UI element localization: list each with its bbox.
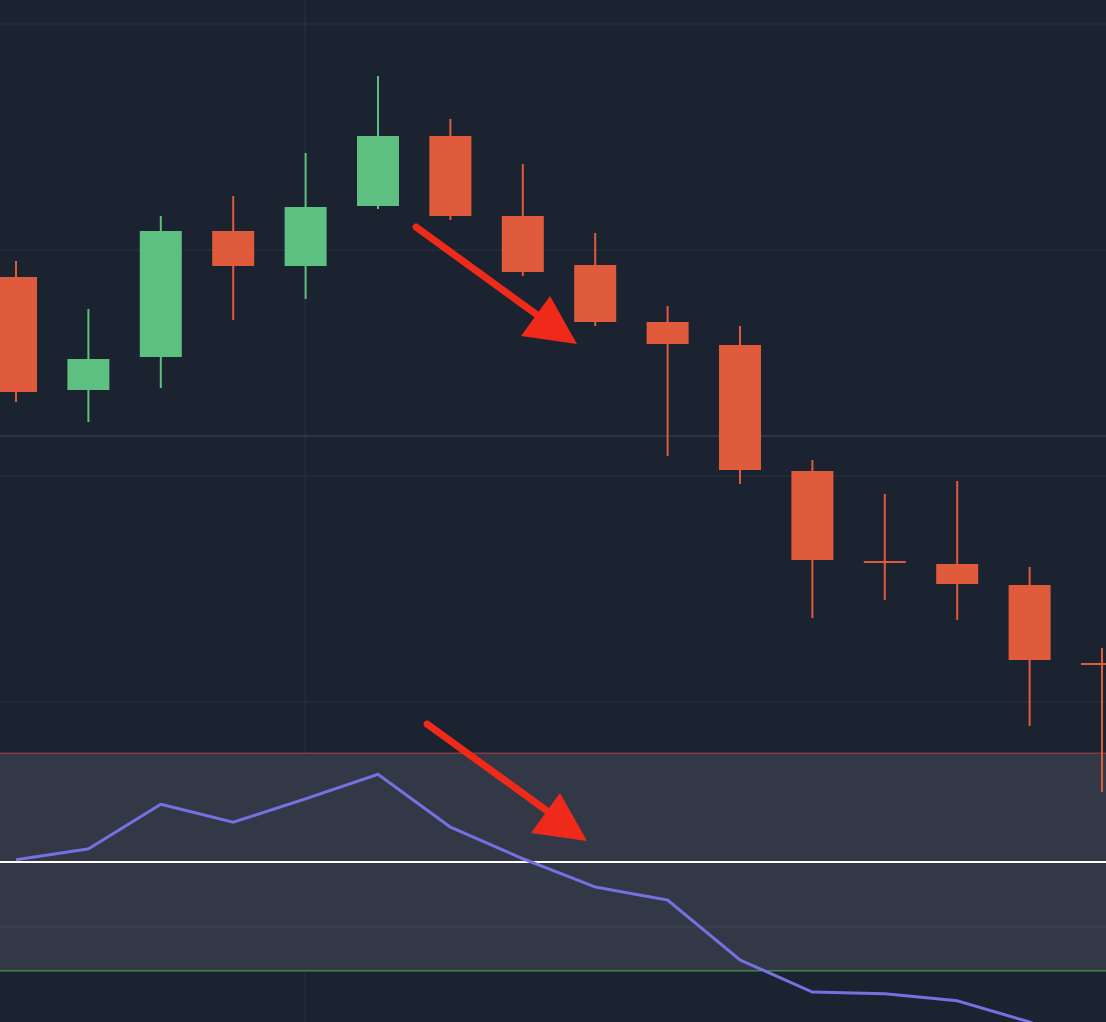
arrow-shaft — [423, 720, 554, 817]
oscillator-panel — [0, 752, 1106, 1022]
arrow-head — [531, 793, 587, 841]
candle-body — [212, 231, 255, 266]
candle-body — [501, 216, 544, 272]
candle-body — [139, 231, 182, 357]
candles — [0, 76, 1106, 792]
candle-body — [1008, 585, 1051, 660]
candle-body — [284, 207, 327, 266]
arrow-shaft — [412, 223, 544, 321]
oscillator-line — [15, 772, 1034, 1022]
candle-body — [646, 322, 689, 344]
annotation-arrow — [423, 720, 587, 841]
candle-body — [1081, 663, 1106, 665]
candle-body — [574, 265, 617, 322]
candle-body — [936, 564, 979, 584]
candle-body — [67, 359, 110, 390]
candle-body — [357, 136, 399, 206]
candle-body — [719, 345, 761, 470]
annotation-arrow — [412, 223, 577, 344]
candle-body — [0, 277, 37, 392]
candle-body — [791, 471, 834, 560]
candle-body — [429, 136, 472, 216]
candle-body — [863, 561, 906, 563]
arrow-head — [521, 296, 577, 344]
